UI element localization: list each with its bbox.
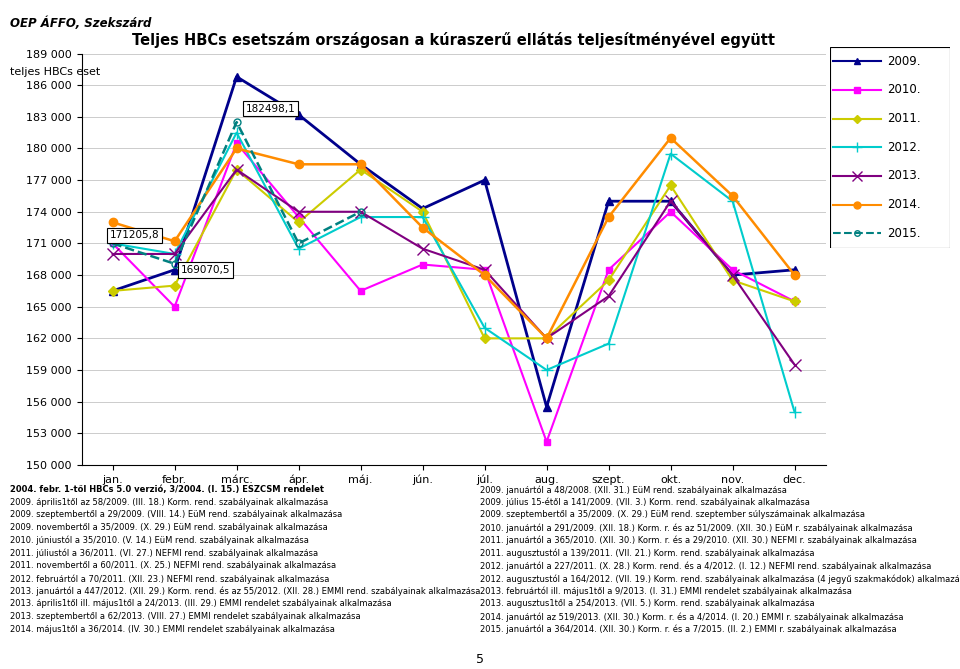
Text: 2013. februártól ill. május1től a 9/2013. (I. 31.) EMMI rendelet szabályainak al: 2013. februártól ill. május1től a 9/2013… [480,587,852,596]
Text: 5: 5 [476,653,484,666]
Text: teljes HBCs eset: teljes HBCs eset [10,67,100,77]
Text: 2013. januártól a 447/2012. (XII. 29.) Korm. rend. és az 55/2012. (XII. 28.) EMM: 2013. januártól a 447/2012. (XII. 29.) K… [10,587,480,596]
Text: 171205,8: 171205,8 [109,230,159,240]
Text: 2009. szeptembertől a 35/2009. (X. 29.) EüM rend. szeptember súlyszámainak alkal: 2009. szeptembertől a 35/2009. (X. 29.) … [480,510,865,519]
Text: 2011. augusztustól a 139/2011. (VII. 21.) Korm. rend. szabályainak alkalmazása: 2011. augusztustól a 139/2011. (VII. 21.… [480,549,814,558]
Text: 182498,1: 182498,1 [246,104,296,114]
Text: 2014. május1től a 36/2014. (IV. 30.) EMMI rendelet szabályainak alkalmazása: 2014. május1től a 36/2014. (IV. 30.) EMM… [10,625,334,634]
Text: 2015. januártól a 364/2014. (XII. 30.) Korm. r. és a 7/2015. (II. 2.) EMMI r. sz: 2015. januártól a 364/2014. (XII. 30.) K… [480,625,897,634]
Text: 2011. júliustól a 36/2011. (VI. 27.) NEFMI rend. szabályainak alkalmazása: 2011. júliustól a 36/2011. (VI. 27.) NEF… [10,549,318,558]
Text: 2012.: 2012. [887,140,921,154]
Text: 2012. januártól a 227/2011. (X. 28.) Korm. rend. és a 4/2012. (I. 12.) NEFMI ren: 2012. januártól a 227/2011. (X. 28.) Kor… [480,561,931,571]
Text: 2004. febr. 1-től HBCs 5.0 verzió, 3/2004. (I. 15.) ESZCSM rendelet: 2004. febr. 1-től HBCs 5.0 verzió, 3/200… [10,485,324,494]
Text: 2009. szeptembertől a 29/2009. (VIII. 14.) EüM rend. szabályainak alkalmazása: 2009. szeptembertől a 29/2009. (VIII. 14… [10,510,342,519]
Text: 2010. januártól a 291/2009. (XII. 18.) Korm. r. és az 51/2009. (XII. 30.) EüM r.: 2010. januártól a 291/2009. (XII. 18.) K… [480,523,913,533]
Text: 2009. novembertől a 35/2009. (X. 29.) EüM rend. szabályainak alkalmazása: 2009. novembertől a 35/2009. (X. 29.) Eü… [10,523,327,532]
Text: 2010. júniustól a 35/2010. (V. 14.) EüM rend. szabályainak alkalmazása: 2010. júniustól a 35/2010. (V. 14.) EüM … [10,536,308,545]
Text: 2015.: 2015. [887,227,921,240]
Text: OEP ÁFFO, Szekszárd: OEP ÁFFO, Szekszárd [10,17,151,30]
Text: 2009. januártól a 48/2008. (XII. 31.) EüM rend. szabályainak alkalmazása: 2009. januártól a 48/2008. (XII. 31.) Eü… [480,485,787,494]
Text: 2011.: 2011. [887,112,921,125]
Text: 2013. augusztus1től a 254/2013. (VII. 5.) Korm. rend. szabályainak alkalmazása: 2013. augusztus1től a 254/2013. (VII. 5.… [480,599,815,608]
Text: 2010.: 2010. [887,84,921,96]
Text: 2009. április1től az 58/2009. (III. 18.) Korm. rend. szabályainak alkalmazása: 2009. április1től az 58/2009. (III. 18.)… [10,498,328,506]
Text: 2013. április1től ill. május1től a 24/2013. (III. 29.) EMMI rendelet szabályaina: 2013. április1től ill. május1től a 24/20… [10,599,392,608]
Text: 2014.: 2014. [887,198,921,211]
Text: 2009.: 2009. [887,55,921,68]
Text: 2013.: 2013. [887,169,921,183]
Text: 2014. januártól az 519/2013. (XII. 30.) Korm. r. és a 4/2014. (I. 20.) EMMI r. s: 2014. januártól az 519/2013. (XII. 30.) … [480,612,903,622]
Text: 2013. szeptembertől a 62/2013. (VIII. 27.) EMMI rendelet szabályainak alkalmazás: 2013. szeptembertől a 62/2013. (VIII. 27… [10,612,360,621]
Text: 2011. novembertől a 60/2011. (X. 25.) NEFMI rend. szabályainak alkalmazása: 2011. novembertől a 60/2011. (X. 25.) NE… [10,561,336,570]
Title: Teljes HBCs esetszám országosan a kúraszerű ellátás teljesítményével együtt: Teljes HBCs esetszám országosan a kúrasz… [132,32,775,48]
Text: 2009. július 15-étől a 141/2009. (VII. 3.) Korm. rend. szabályainak alkalmazása: 2009. július 15-étől a 141/2009. (VII. 3… [480,498,810,507]
Text: 2012. augusztustól a 164/2012. (VII. 19.) Korm. rend. szabályainak alkalmazása (: 2012. augusztustól a 164/2012. (VII. 19.… [480,574,960,583]
FancyBboxPatch shape [830,47,950,248]
Text: 169070,5: 169070,5 [180,265,230,275]
Text: 2011. januártól a 365/2010. (XII. 30.) Korm. r. és a 29/2010. (XII. 30.) NEFMI r: 2011. januártól a 365/2010. (XII. 30.) K… [480,536,917,545]
Text: 2012. februártól a 70/2011. (XII. 23.) NEFMI rend. szabályainak alkalmazása: 2012. februártól a 70/2011. (XII. 23.) N… [10,574,329,583]
